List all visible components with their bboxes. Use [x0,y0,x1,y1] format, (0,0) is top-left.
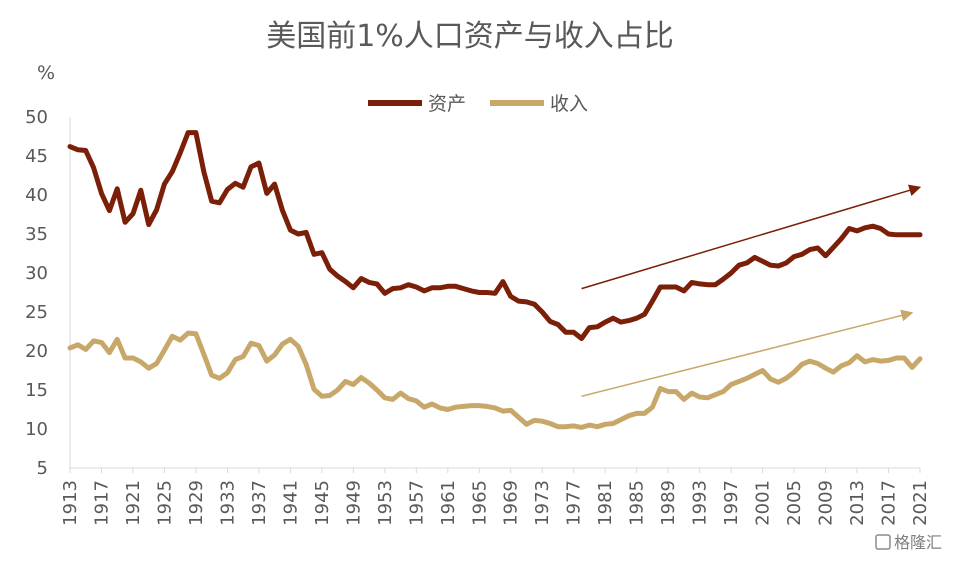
watermark: 格隆汇 [875,533,942,552]
chart-title: 美国前1%人口资产与收入占比 [266,19,674,54]
x-tick-label: 2021 [910,480,931,526]
x-tick-label: 1961 [438,480,459,526]
series-line-assets [67,130,923,341]
trend-arrow-assets [581,184,922,290]
x-tick-label: 1953 [375,480,396,526]
series-line-income [67,330,923,430]
y-tick-label: 40 [25,185,48,206]
x-tick-label: 1929 [186,480,207,526]
trend-arrow-income [581,309,914,397]
x-tick-label: 1981 [595,480,616,526]
x-tick-label: 1989 [658,480,679,526]
x-tick-label: 1957 [406,480,427,526]
y-tick-label: 20 [25,341,48,362]
x-tick-label: 1949 [343,480,364,526]
y-tick-label: 15 [25,380,48,401]
y-tick-label: 35 [25,224,48,245]
y-axis-unit: % [37,62,55,84]
x-axis: 1913 1917 1921 1925 1929 1933 1937 1941 1945 1949… [60,467,931,526]
x-tick-label: 1925 [154,480,175,526]
y-tick-label: 30 [25,263,48,284]
y-tick-label: 25 [25,302,48,323]
x-tick-label: 1913 [60,480,81,526]
x-tick-label: 1969 [501,480,522,526]
x-tick-label: 1917 [91,480,112,526]
x-tick-label: 1985 [627,480,648,526]
y-tick-label: 5 [37,458,48,479]
x-tick-label: 1993 [690,480,711,526]
x-tick-label: 2009 [816,480,837,526]
x-tick-label: 2017 [879,480,900,526]
x-tick-label: 1933 [217,480,238,526]
series-layer [67,130,923,430]
legend-label-income: 收入 [550,93,588,115]
x-tick-label: 2013 [847,480,868,526]
x-tick-label: 1977 [564,480,585,526]
y-axis: 5 10 15 20 25 30 35 40 45 50 [25,107,71,479]
x-tick-label: 2001 [753,480,774,526]
annotation-layer [581,184,922,397]
x-tick-label: 2005 [784,480,805,526]
legend-label-assets: 资产 [428,93,466,115]
x-tick-label: 1965 [469,480,490,526]
y-tick-label: 45 [25,146,48,167]
watermark-logo-icon [875,534,891,550]
x-tick-label: 1945 [312,480,333,526]
x-tick-label: 1997 [721,480,742,526]
y-tick-label: 50 [25,107,48,128]
x-tick-label: 1921 [123,480,144,526]
x-tick-label: 1937 [249,480,270,526]
x-tick-label: 1941 [280,480,301,526]
legend: 资产 收入 [368,93,588,115]
y-tick-label: 10 [25,419,48,440]
x-tick-label: 1973 [532,480,553,526]
watermark-text: 格隆汇 [894,533,942,552]
